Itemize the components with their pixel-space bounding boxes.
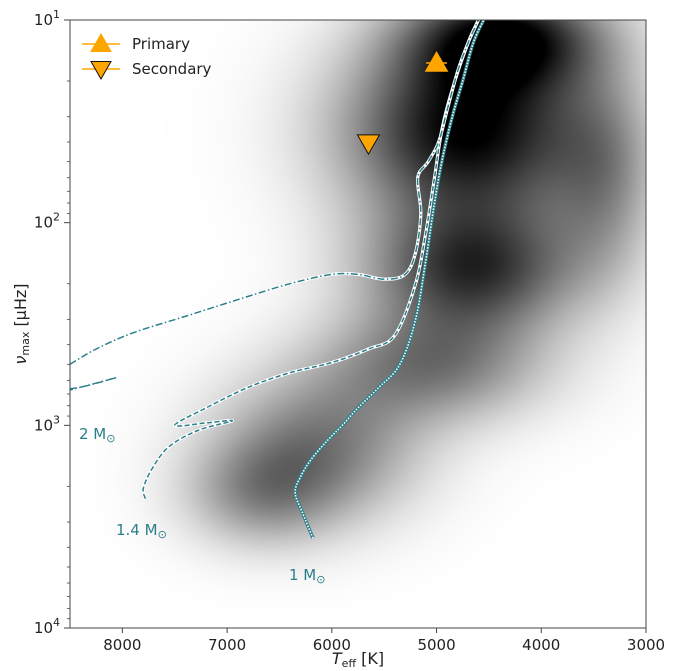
legend: Primary Secondary xyxy=(82,32,212,81)
x-tick-label: 5000 xyxy=(417,636,455,654)
plot-area xyxy=(70,20,646,628)
track-2 xyxy=(70,20,480,366)
star-primary xyxy=(424,50,449,72)
y-tick-label: 104 xyxy=(34,616,60,637)
y-axis: 101 102 103 104 xyxy=(34,8,70,637)
x-tick-label: 3000 xyxy=(627,636,665,654)
track-0-line xyxy=(294,20,485,539)
density-heatmap xyxy=(70,20,646,628)
x-axis-label: Teff [K] xyxy=(332,649,384,670)
y-axis-label: νmax [μHz] xyxy=(11,283,32,364)
x-axis: 8000 7000 6000 5000 4000 3000 xyxy=(103,628,665,654)
legend-entry-primary: Primary xyxy=(82,32,190,53)
legend-label: Primary xyxy=(132,35,190,53)
plot-frame xyxy=(69,19,647,629)
y-tick-label: 102 xyxy=(34,211,60,232)
legend-marker xyxy=(90,32,112,52)
x-tick-label: 7000 xyxy=(208,636,246,654)
x-tick-label: 6000 xyxy=(313,636,351,654)
star-marker xyxy=(356,134,381,156)
y-tick-label: 103 xyxy=(34,413,60,434)
mass-labels: 1 M⊙ 1.4 M⊙ 2 M⊙ xyxy=(79,425,325,586)
track-hook-0 xyxy=(70,376,118,391)
mass-label-2: 2 M⊙ xyxy=(79,425,115,445)
track-2-line xyxy=(70,20,480,365)
star-secondary xyxy=(356,134,381,156)
x-tick-label: 8000 xyxy=(103,636,141,654)
binary-stars xyxy=(356,50,449,156)
mass-label-1: 1.4 M⊙ xyxy=(116,521,167,541)
mass-label-0: 1 M⊙ xyxy=(289,566,325,586)
star-marker xyxy=(424,50,449,72)
track-0 xyxy=(293,20,486,539)
y-tick-label: 101 xyxy=(34,8,60,29)
x-tick-label: 4000 xyxy=(522,636,560,654)
legend-marker xyxy=(90,61,112,81)
evolutionary-tracks xyxy=(70,20,486,539)
legend-label: Secondary xyxy=(132,60,212,78)
legend-entry-secondary: Secondary xyxy=(82,60,212,81)
